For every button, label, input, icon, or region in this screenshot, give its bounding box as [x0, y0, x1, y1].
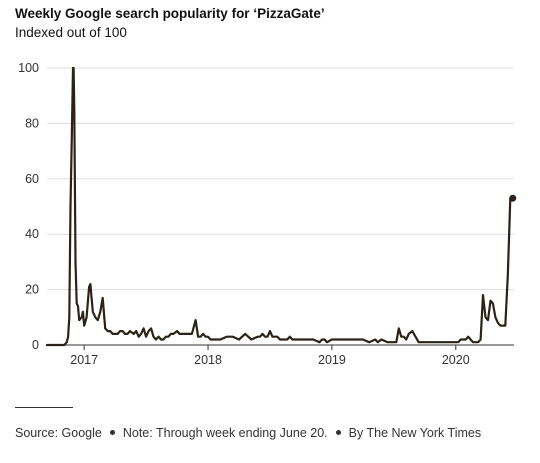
x-tick-label: 2020	[442, 353, 470, 367]
line-chart: 0 20 40 60 80 100 2017 2018 2019 2020	[18, 61, 517, 367]
y-axis-ticks: 0 20 40 60 80 100	[18, 61, 39, 352]
y-tick-label: 20	[25, 283, 39, 297]
x-axis-ticks: 2017 2018 2019 2020	[70, 345, 470, 367]
y-tick-label: 60	[25, 172, 39, 186]
x-tick-label: 2017	[70, 353, 98, 367]
footer-divider	[15, 407, 73, 408]
footer-note: Note: Through week ending June 20.	[122, 426, 328, 440]
y-tick-label: 100	[18, 61, 39, 75]
chart-title: Weekly Google search popularity for ‘Piz…	[15, 6, 325, 21]
footer-credit: By The New York Times	[348, 426, 482, 440]
y-tick-label: 80	[25, 116, 39, 130]
series-layer	[45, 66, 517, 347]
series-line	[45, 66, 514, 347]
series-end-point	[509, 194, 517, 202]
y-tick-label: 40	[25, 227, 39, 241]
gridlines	[47, 67, 514, 346]
bullet-separator	[335, 430, 341, 436]
x-tick-label: 2019	[318, 353, 346, 367]
chart-subtitle: Indexed out of 100	[15, 25, 127, 40]
y-tick-label: 0	[32, 338, 39, 352]
bullet-separator	[109, 430, 115, 436]
x-tick-label: 2018	[194, 353, 222, 367]
footer: Source: Google Note: Through week ending …	[15, 426, 481, 440]
footer-source: Source: Google	[15, 426, 102, 440]
